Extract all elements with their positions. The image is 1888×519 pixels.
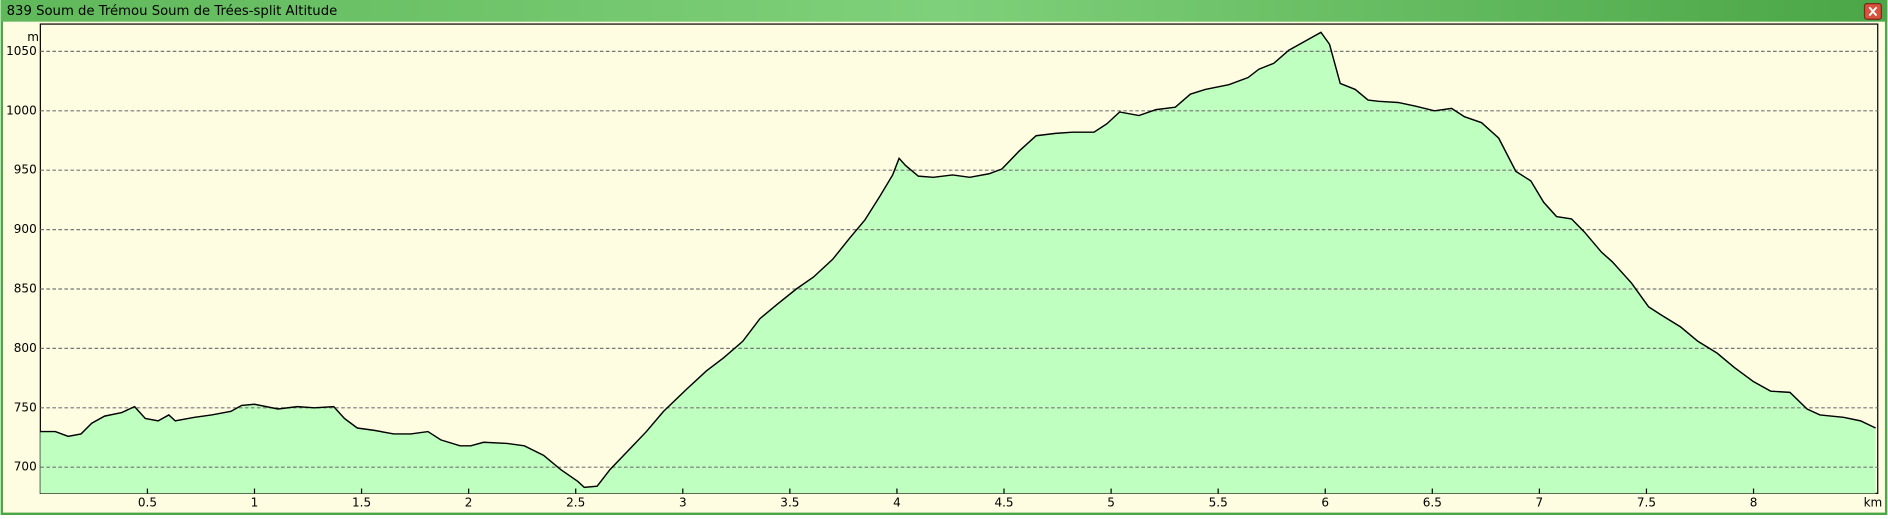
x-tick-label: 7.5: [1637, 495, 1656, 509]
elevation-line: [40, 31, 1876, 489]
x-tick-label: 6: [1321, 495, 1329, 509]
x-tick-label: 4.5: [994, 495, 1013, 509]
x-tick-label: 0.5: [138, 495, 157, 509]
y-tick-label: 900: [14, 222, 37, 236]
y-unit: m: [27, 30, 39, 44]
y-tick-label: 1050: [6, 44, 37, 58]
close-button[interactable]: [1863, 3, 1882, 20]
y-tick-label: 1000: [6, 103, 37, 117]
x-tick-label: 7: [1536, 495, 1544, 509]
x-tick-label: 6.5: [1423, 495, 1442, 509]
y-tick-label: 950: [14, 163, 37, 177]
x-tick-label: 4: [893, 495, 901, 509]
y-tick-label: 800: [14, 341, 37, 355]
x-tick-label: 3: [679, 495, 687, 509]
x-tick-label: 5.5: [1209, 495, 1228, 509]
x-tick-label: 3.5: [780, 495, 799, 509]
y-tick-label: 850: [14, 281, 37, 295]
x-tick-label: 2.5: [566, 495, 585, 509]
x-tick-label: 1.5: [352, 495, 371, 509]
window-title: 839 Soum de Trémou Soum de Trées-split A…: [7, 3, 338, 19]
x-tick-label: 8: [1750, 495, 1758, 509]
x-tick-label: 1: [251, 495, 259, 509]
x-unit: km: [1864, 495, 1883, 509]
y-tick-label: 700: [14, 460, 37, 474]
title-bar: [0, 0, 1888, 22]
area-fill: [40, 32, 1876, 494]
y-tick-label: 750: [14, 400, 37, 414]
x-tick-label: 2: [465, 495, 473, 509]
x-tick-label: 5: [1107, 495, 1115, 509]
